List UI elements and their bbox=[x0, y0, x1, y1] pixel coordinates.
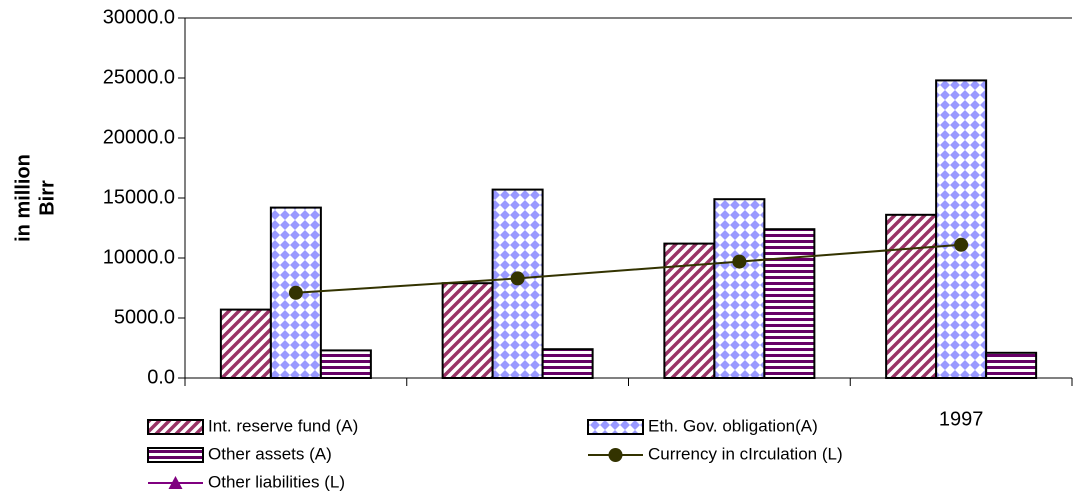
legend-marker bbox=[168, 476, 183, 489]
y-tick-label: 20000.0 bbox=[103, 126, 175, 148]
y-tick-label: 10000.0 bbox=[103, 246, 175, 268]
legend-label: Int. reserve fund (A) bbox=[208, 416, 358, 435]
bar bbox=[319, 349, 372, 379]
y-tick-label: 25000.0 bbox=[103, 66, 175, 88]
legend-marker bbox=[608, 448, 623, 462]
bar bbox=[935, 79, 988, 380]
bar bbox=[541, 348, 594, 380]
line-marker bbox=[954, 237, 969, 252]
y-tick-label: 5000.0 bbox=[114, 306, 175, 328]
y-axis-label: in million bbox=[12, 154, 34, 242]
x-tick-label: 1997 bbox=[939, 408, 984, 430]
bar bbox=[763, 228, 816, 379]
legend-swatch bbox=[587, 419, 644, 435]
legend-label: Other assets (A) bbox=[208, 444, 332, 463]
bar bbox=[713, 198, 766, 379]
y-tick-label: 15000.0 bbox=[103, 186, 175, 208]
bar bbox=[985, 351, 1038, 379]
legend-swatch bbox=[147, 447, 204, 463]
line-marker bbox=[732, 254, 747, 269]
bar bbox=[885, 213, 938, 379]
bar bbox=[441, 282, 494, 380]
y-axis-label: Birr bbox=[36, 180, 58, 216]
bar bbox=[219, 308, 272, 380]
legend-background bbox=[140, 410, 905, 497]
legend-label: Eth. Gov. obligation(A) bbox=[648, 416, 818, 435]
y-tick-label: 0.0 bbox=[147, 366, 175, 388]
line-series bbox=[295, 243, 962, 294]
y-tick-label: 30000.0 bbox=[103, 6, 175, 28]
legend-swatch bbox=[147, 419, 204, 435]
legend-label: Other liabilities (L) bbox=[208, 472, 345, 491]
legend-label: Currency in cIrculation (L) bbox=[648, 444, 843, 463]
line-marker bbox=[510, 271, 525, 286]
line-marker bbox=[288, 285, 303, 300]
